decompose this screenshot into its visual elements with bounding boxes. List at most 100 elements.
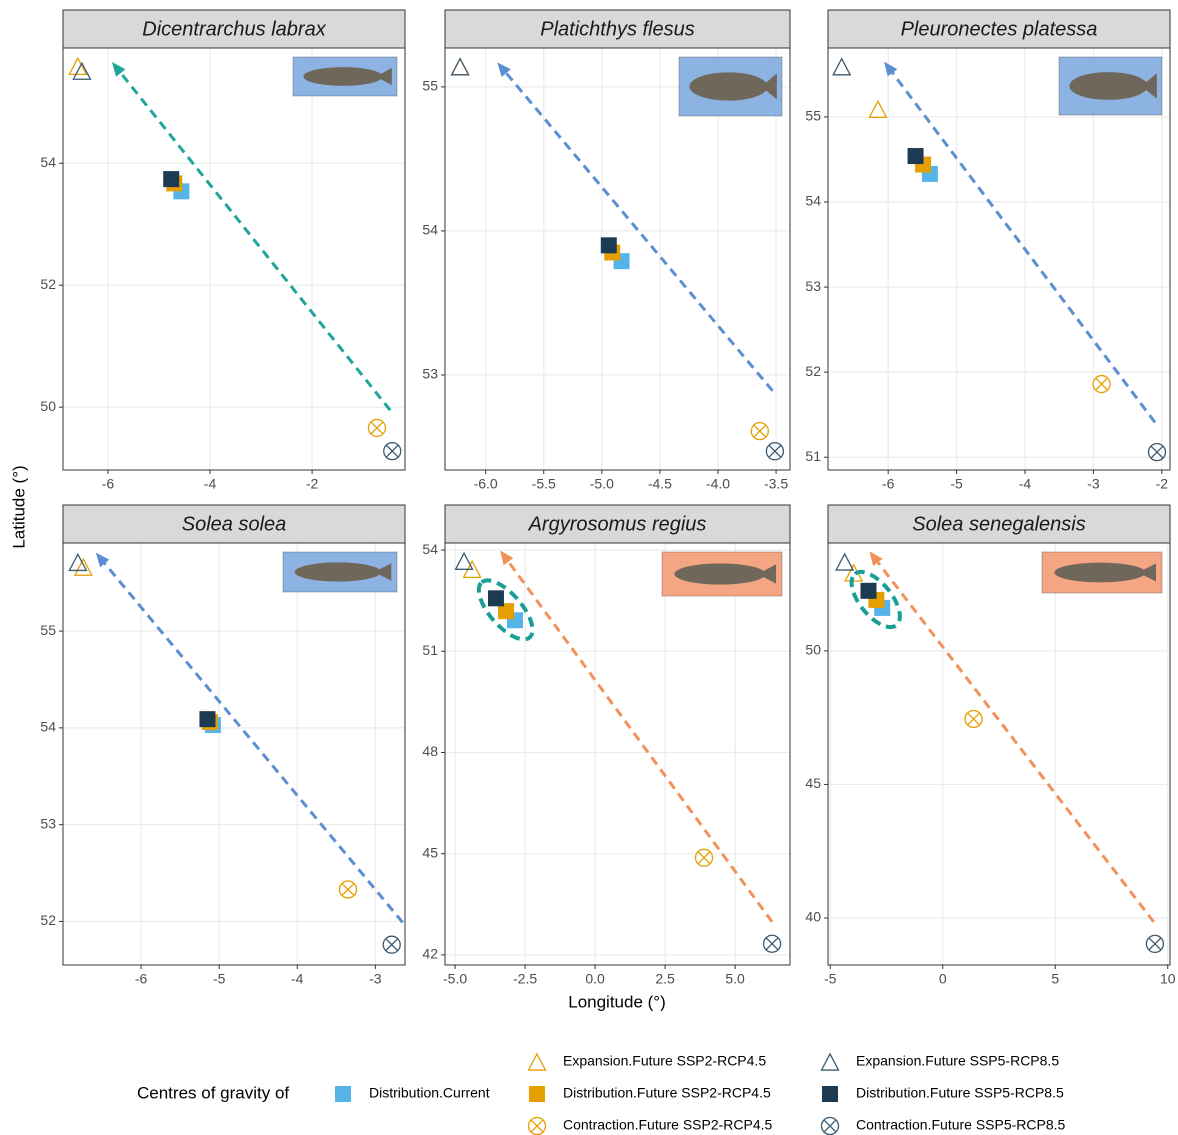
x-tick-label: 10	[1160, 971, 1176, 987]
triangle	[820, 1052, 840, 1071]
x-tick-label: -6	[102, 476, 115, 492]
point-square	[600, 237, 617, 254]
square	[907, 148, 924, 165]
point-circle-x	[694, 848, 714, 867]
panel-border	[62, 542, 406, 966]
panel-border	[444, 542, 791, 966]
circle	[964, 709, 983, 729]
strip-title: Pleuronectes platessa	[901, 18, 1098, 40]
y-tick-label: 53	[805, 278, 821, 294]
x-tick-label: -2	[1156, 476, 1169, 492]
square	[600, 237, 617, 254]
y-tick-label: 48	[422, 743, 438, 759]
fish-body	[303, 67, 383, 86]
cross	[753, 424, 767, 438]
fish-tail	[374, 563, 392, 581]
point-circle-x	[762, 934, 782, 953]
cross	[370, 421, 384, 435]
y-axis-title: Latitude (°)	[9, 465, 28, 548]
y-tick-label: 40	[805, 909, 821, 925]
square	[487, 590, 504, 607]
fish-body	[1069, 72, 1148, 100]
cross	[530, 1119, 544, 1133]
x-tick-label: -2	[306, 476, 319, 492]
shift-arrow	[505, 72, 774, 392]
legend-label: Contraction.Future SSP5-RCP8.5	[856, 1117, 1066, 1133]
x-tick-label: -5	[950, 476, 963, 492]
strip-title: Solea senegalensis	[912, 513, 1085, 535]
x-axis-title: Longitude (°)	[568, 992, 666, 1011]
point-triangle	[73, 557, 93, 576]
y-tick-label: 45	[805, 775, 821, 791]
point-circle-x	[750, 421, 769, 441]
y-tick-label: 52	[40, 912, 56, 928]
panel-border	[62, 47, 406, 471]
y-tick-label: 55	[40, 622, 56, 638]
cross	[697, 851, 711, 865]
x-tick-label: -5.5	[532, 476, 556, 492]
cross	[823, 1119, 837, 1133]
triangle	[832, 57, 852, 76]
panel-border	[444, 47, 791, 471]
y-tick-label: 45	[422, 844, 438, 860]
panel-background	[63, 543, 405, 965]
point-triangle	[72, 61, 92, 80]
strip	[827, 504, 1171, 544]
legend-label: Distribution.Future SSP5-RCP8.5	[856, 1085, 1064, 1101]
y-tick-label: 53	[422, 366, 438, 382]
point-circle-x	[367, 418, 387, 438]
triangle	[73, 557, 93, 576]
y-tick-label: 54	[805, 193, 821, 209]
x-tick-label: -6	[135, 971, 148, 987]
point-square	[163, 171, 180, 188]
fish-tail	[758, 564, 776, 584]
fish-body	[1054, 562, 1146, 583]
circle	[765, 442, 785, 461]
panel-border	[827, 47, 1171, 471]
arrow-head	[497, 62, 511, 77]
legend-label: Expansion.Future SSP2-RCP4.5	[563, 1053, 766, 1069]
y-tick-label: 55	[422, 78, 438, 94]
shift-arrow	[891, 71, 1157, 424]
y-tick-label: 42	[422, 946, 438, 962]
point-circle-x	[382, 935, 401, 954]
legend-label: Expansion.Future SSP5-RCP8.5	[856, 1053, 1059, 1069]
cross	[967, 712, 980, 726]
x-tick-label: -3.5	[764, 476, 788, 492]
triangle	[72, 61, 92, 80]
triangle	[454, 551, 474, 570]
highlight-ellipse	[849, 569, 902, 630]
circle	[383, 441, 402, 461]
circle	[338, 880, 358, 899]
x-tick-label: -5	[213, 971, 226, 987]
x-tick-label: 0	[939, 971, 947, 987]
highlight-ellipse	[476, 578, 535, 642]
x-tick-label: -4	[204, 476, 217, 492]
x-tick-label: -5	[824, 971, 837, 987]
point-square	[335, 1086, 351, 1102]
point-square	[498, 603, 515, 620]
y-tick-label: 52	[40, 276, 56, 292]
x-tick-label: -5.0	[443, 971, 467, 987]
point-triangle	[454, 551, 474, 570]
strip-title: Dicentrarchus labrax	[142, 18, 326, 40]
fish-body	[674, 563, 766, 585]
point-circle-x	[820, 1116, 840, 1135]
strip-title: Platichthys flesus	[540, 18, 695, 40]
square	[335, 1086, 351, 1102]
point-triangle	[68, 552, 88, 572]
y-tick-label: 50	[40, 398, 56, 414]
point-circle-x	[765, 442, 785, 461]
y-tick-label: 54	[422, 222, 438, 238]
square	[163, 171, 180, 188]
x-tick-label: -4	[1019, 476, 1032, 492]
y-tick-label: 52	[805, 363, 821, 379]
x-tick-label: -6.0	[474, 476, 498, 492]
circle	[1092, 374, 1111, 394]
cross	[765, 937, 779, 951]
triangle	[835, 552, 855, 571]
legend-label: Contraction.Future SSP2-RCP4.5	[563, 1117, 773, 1133]
panel-background	[828, 48, 1170, 470]
y-tick-label: 50	[805, 642, 821, 658]
strip-title: Argyrosomus regius	[528, 513, 707, 535]
